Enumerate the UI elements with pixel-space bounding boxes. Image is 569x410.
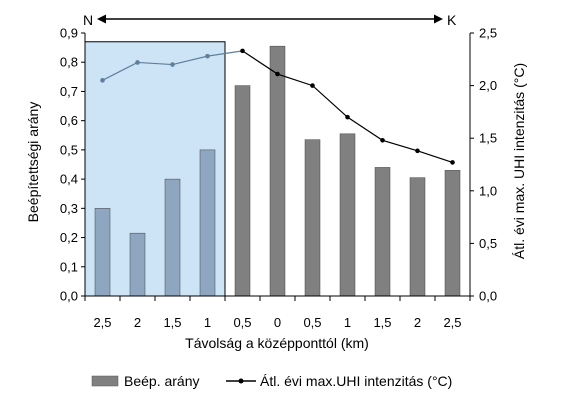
line-point (345, 114, 350, 120)
direction-label-right: K (447, 12, 457, 28)
legend-bar-label: Beép. arány (124, 373, 200, 389)
line-point (415, 148, 420, 154)
direction-arrow-right-head (434, 14, 443, 24)
bar (129, 232, 146, 297)
line-point (100, 78, 105, 83)
bar (199, 149, 216, 297)
x-tick-label: 0,5 (303, 315, 321, 330)
x-axis-title: Távolság a középponttól (km) (185, 335, 369, 351)
bar (444, 170, 461, 297)
y-right-tick-label: 1,5 (479, 131, 497, 146)
y-left-tick-label: 0,5 (60, 142, 78, 157)
y-axis-right-title: Átl. évi max. UHI intenzitás (°C) (511, 63, 527, 259)
y-right-tick-label: 0,0 (479, 289, 497, 304)
legend: Beép. arány Átl. évi max.UHI intenzitás … (91, 373, 452, 389)
bar (409, 177, 426, 297)
x-tick-label: 1 (344, 315, 351, 330)
y-axis-left-title: Beépítettségi arány (25, 102, 41, 223)
y-left-tick-label: 0,6 (60, 113, 78, 128)
line-point (275, 71, 280, 77)
bar (269, 45, 286, 297)
bar (339, 133, 356, 297)
y-right-tick-label: 2,0 (479, 78, 497, 93)
x-tick-label: 2 (414, 315, 421, 330)
legend-bar-swatch (91, 375, 119, 387)
x-tick-label: 1,5 (163, 315, 181, 330)
line-point (135, 60, 140, 65)
bar (234, 85, 251, 297)
y-left-tick-label: 0,0 (60, 289, 78, 304)
legend-line-label: Átl. évi max.UHI intenzitás (°C) (260, 373, 452, 389)
direction-arrow-left-head (97, 14, 106, 24)
y-left-tick-label: 0,4 (60, 172, 78, 187)
x-tick-label: 2,5 (93, 315, 111, 330)
x-tick-label: 1,5 (373, 315, 391, 330)
bar (304, 139, 321, 297)
legend-line-marker (238, 378, 244, 384)
line-point (310, 83, 315, 88)
line-point (205, 53, 210, 59)
bars-group (94, 45, 461, 297)
y-left-tick-label: 0,7 (60, 84, 78, 99)
x-tick-label: 2 (134, 315, 141, 330)
line-point (450, 160, 455, 165)
bar (374, 167, 391, 297)
y-right-tick-label: 1,0 (479, 183, 497, 198)
bar (94, 208, 111, 297)
axes-group: 0,0 0,1 0,2 0,3 0,4 0,5 0,6 0,7 0,8 0,9 0,0 0,5 1,0 1… (60, 26, 497, 331)
y-right-tick-label: 2,5 (479, 26, 497, 41)
x-tick-label: 2,5 (443, 315, 461, 330)
y-left-tick-label: 0,9 (60, 26, 78, 41)
line-group (100, 48, 455, 165)
line-point (170, 62, 175, 67)
direction-label-left: N (83, 12, 93, 28)
y-right-tick-label: 0,5 (479, 236, 497, 251)
y-left-tick-label: 0,2 (60, 230, 78, 245)
y-left-tick-label: 0,3 (60, 201, 78, 216)
line-point (240, 48, 245, 54)
y-left-tick-label: 0,1 (60, 259, 78, 274)
y-left-tick-label: 0,8 (60, 55, 78, 70)
x-tick-label: 0 (274, 315, 281, 330)
line-point (380, 138, 385, 143)
bar (164, 178, 181, 297)
direction-arrow-group: N K (83, 12, 457, 28)
x-tick-label: 1 (204, 315, 211, 330)
x-tick-label: 0,5 (233, 315, 251, 330)
